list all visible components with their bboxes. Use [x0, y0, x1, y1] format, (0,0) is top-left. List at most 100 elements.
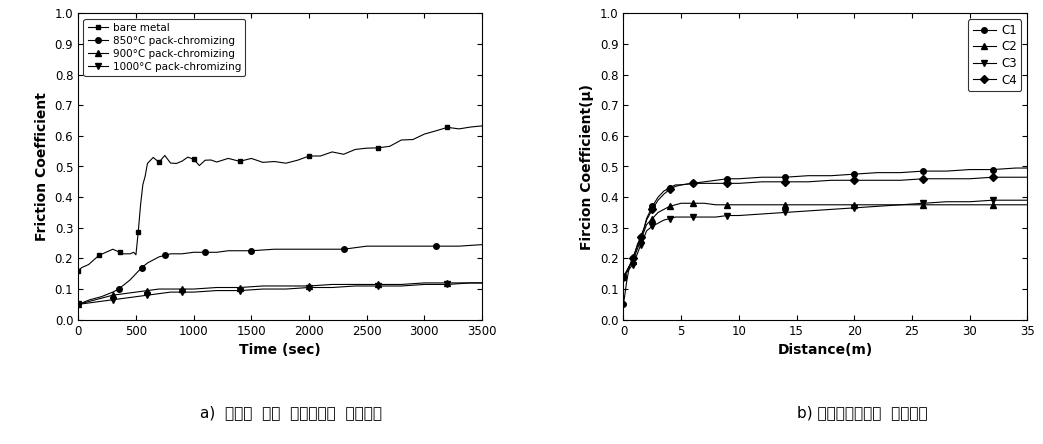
1000°C pack-chromizing — [188, 289, 200, 295]
850°C pack-chromizing — [124, 277, 137, 282]
C2 — [631, 246, 644, 252]
C1 — [631, 243, 644, 249]
C1 — [964, 167, 976, 172]
C4 — [802, 179, 815, 185]
850°C pack-chromizing — [314, 246, 326, 252]
C3 — [779, 210, 792, 215]
900°C pack-chromizing — [106, 293, 119, 298]
C2 — [756, 202, 769, 207]
C3 — [629, 257, 641, 262]
850°C pack-chromizing — [72, 302, 84, 307]
1000°C pack-chromizing — [325, 285, 338, 290]
900°C pack-chromizing — [141, 288, 153, 293]
Line: C4: C4 — [621, 174, 1030, 280]
C4 — [663, 187, 676, 192]
C3 — [646, 224, 658, 229]
C1 — [657, 188, 670, 194]
C2 — [638, 228, 651, 234]
C4 — [640, 218, 653, 223]
C2 — [698, 201, 710, 206]
C1 — [917, 168, 929, 174]
1000°C pack-chromizing — [95, 299, 107, 304]
900°C pack-chromizing — [257, 283, 269, 289]
C2 — [623, 263, 635, 269]
C4 — [629, 250, 641, 255]
C2 — [732, 202, 745, 207]
bare metal — [302, 153, 315, 159]
C1 — [670, 182, 682, 187]
900°C pack-chromizing — [280, 283, 292, 289]
C1 — [629, 250, 641, 255]
850°C pack-chromizing — [188, 250, 200, 255]
C2 — [825, 202, 838, 207]
bare metal — [372, 145, 385, 151]
900°C pack-chromizing — [441, 280, 454, 285]
900°C pack-chromizing — [211, 285, 223, 290]
C4 — [670, 184, 682, 189]
C2 — [652, 210, 664, 215]
C1 — [646, 204, 658, 209]
C4 — [779, 179, 792, 185]
900°C pack-chromizing — [165, 286, 177, 292]
850°C pack-chromizing — [291, 246, 304, 252]
C1 — [1010, 165, 1022, 170]
850°C pack-chromizing — [222, 248, 235, 254]
C2 — [1010, 202, 1022, 207]
C3 — [894, 202, 906, 207]
C3 — [631, 251, 644, 257]
C1 — [617, 302, 630, 307]
850°C pack-chromizing — [430, 243, 442, 249]
X-axis label: Time (sec): Time (sec) — [239, 343, 321, 357]
C3 — [964, 199, 976, 204]
1000°C pack-chromizing — [395, 283, 408, 289]
Y-axis label: Friction Coefficient: Friction Coefficient — [35, 92, 49, 241]
C2 — [686, 201, 699, 206]
C1 — [1021, 165, 1034, 170]
850°C pack-chromizing — [147, 257, 160, 262]
C1 — [825, 173, 838, 178]
C3 — [732, 213, 745, 218]
1000°C pack-chromizing — [280, 286, 292, 292]
C4 — [732, 181, 745, 186]
850°C pack-chromizing — [384, 243, 396, 249]
1000°C pack-chromizing — [234, 288, 246, 293]
C3 — [652, 221, 664, 226]
900°C pack-chromizing — [118, 291, 130, 296]
C2 — [646, 216, 658, 221]
900°C pack-chromizing — [476, 280, 488, 285]
900°C pack-chromizing — [464, 280, 477, 285]
850°C pack-chromizing — [211, 250, 223, 255]
850°C pack-chromizing — [95, 294, 107, 299]
bare metal — [453, 126, 465, 131]
C4 — [646, 207, 658, 212]
1000°C pack-chromizing — [118, 296, 130, 301]
C1 — [941, 168, 953, 174]
C4 — [1021, 174, 1034, 180]
850°C pack-chromizing — [234, 248, 246, 254]
900°C pack-chromizing — [395, 282, 408, 287]
X-axis label: Distance(m): Distance(m) — [778, 343, 873, 357]
C4 — [848, 178, 860, 183]
C2 — [663, 204, 676, 209]
C3 — [675, 214, 687, 220]
1000°C pack-chromizing — [418, 282, 431, 287]
900°C pack-chromizing — [372, 282, 385, 287]
900°C pack-chromizing — [234, 285, 246, 290]
850°C pack-chromizing — [118, 282, 130, 287]
C3 — [1010, 198, 1022, 203]
850°C pack-chromizing — [152, 254, 165, 260]
C4 — [871, 178, 883, 183]
bare metal — [117, 251, 129, 257]
900°C pack-chromizing — [176, 286, 189, 292]
C3 — [721, 213, 733, 218]
1000°C pack-chromizing — [441, 282, 454, 287]
850°C pack-chromizing — [106, 289, 119, 295]
C2 — [779, 202, 792, 207]
850°C pack-chromizing — [268, 246, 281, 252]
C4 — [675, 182, 687, 187]
C1 — [802, 173, 815, 178]
850°C pack-chromizing — [337, 246, 349, 252]
Text: b) 카바이드조건의  마찰계수: b) 카바이드조건의 마찰계수 — [797, 405, 927, 420]
C1 — [721, 176, 733, 182]
C4 — [698, 181, 710, 186]
